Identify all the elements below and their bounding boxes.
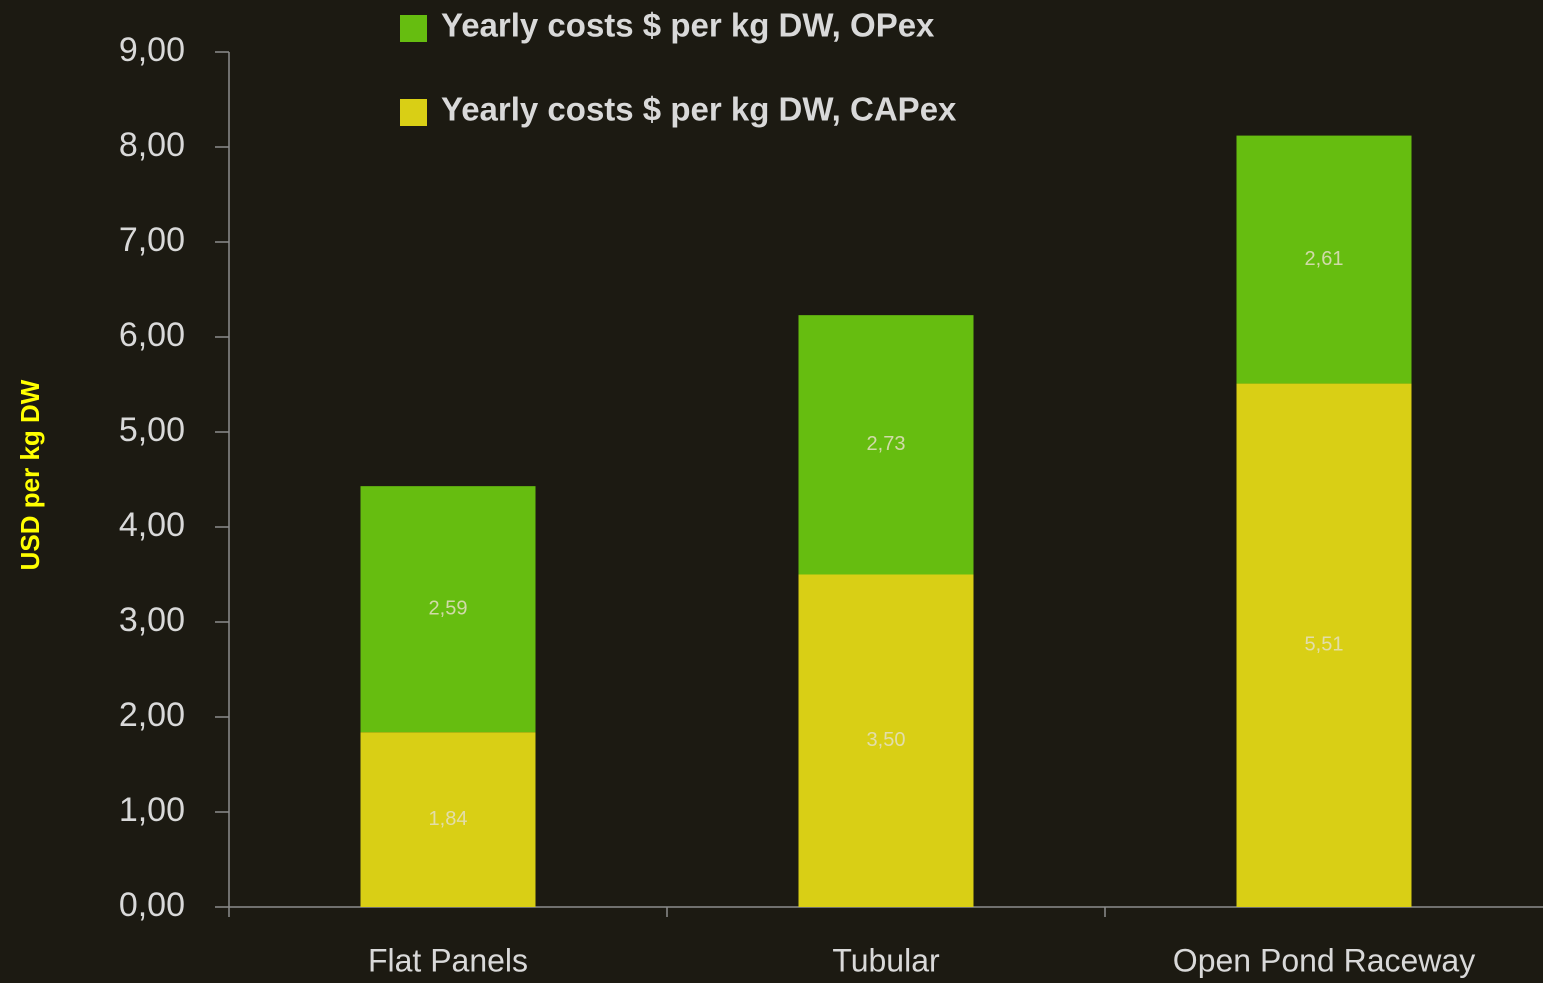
data-label: 1,84 xyxy=(429,808,468,830)
data-label: 2,61 xyxy=(1305,248,1344,270)
x-tick-label: Tubular xyxy=(832,942,940,978)
data-label: 2,59 xyxy=(429,597,468,619)
legend-swatch xyxy=(400,15,427,42)
y-tick-label: 4,00 xyxy=(119,506,185,544)
y-tick-label: 3,00 xyxy=(119,601,185,639)
x-tick-label: Flat Panels xyxy=(368,942,528,978)
y-axis-label: USD per kg DW xyxy=(15,379,45,570)
legend-swatch xyxy=(400,99,427,126)
data-label: 3,50 xyxy=(867,729,906,751)
y-tick-label: 0,00 xyxy=(119,886,185,924)
bar-segment xyxy=(360,486,536,733)
bar-segment xyxy=(798,574,974,907)
y-tick-label: 2,00 xyxy=(119,696,185,734)
bar-segment xyxy=(1236,383,1412,907)
bar-segment xyxy=(360,732,536,907)
y-tick-label: 1,00 xyxy=(119,791,185,829)
y-tick-label: 5,00 xyxy=(119,411,185,449)
legend-label: Yearly costs $ per kg DW, CAPex xyxy=(441,91,957,128)
y-tick-label: 8,00 xyxy=(119,126,185,164)
data-label: 5,51 xyxy=(1305,634,1344,656)
y-tick-label: 6,00 xyxy=(119,316,185,354)
bar-segment xyxy=(798,315,974,575)
legend-label: Yearly costs $ per kg DW, OPex xyxy=(441,7,935,44)
y-tick-label: 7,00 xyxy=(119,221,185,259)
bar-segment xyxy=(1236,135,1412,384)
x-tick-label: Open Pond Raceway xyxy=(1173,942,1475,978)
y-tick-label: 9,00 xyxy=(119,31,185,69)
data-label: 2,73 xyxy=(867,433,906,455)
